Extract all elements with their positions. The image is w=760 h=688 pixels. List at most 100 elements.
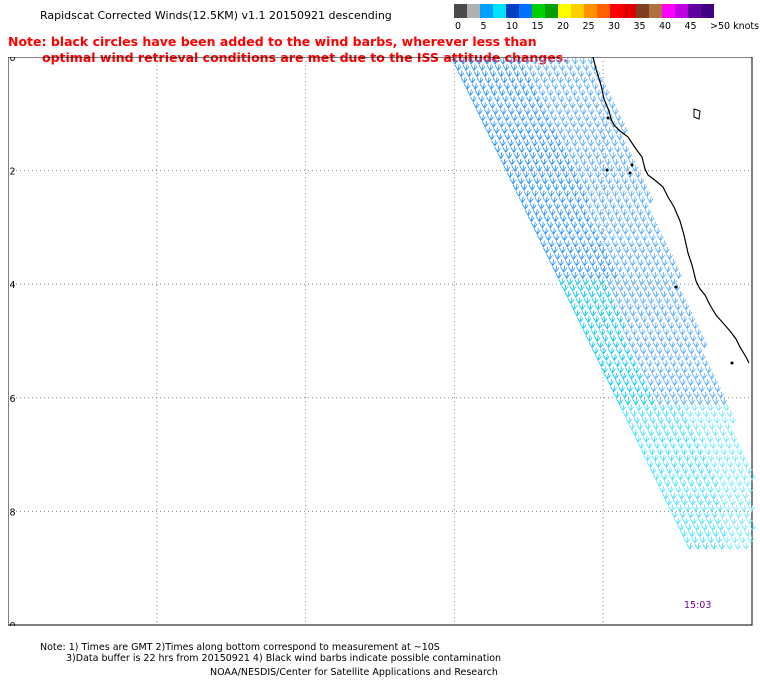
wind-barb: [483, 57, 491, 66]
wind-barb: [729, 498, 736, 507]
wind-barb: [591, 215, 599, 223]
wind-barb: [697, 335, 705, 343]
wind-barb: [641, 366, 648, 374]
wind-barb: [686, 492, 693, 500]
wind-barb: [558, 278, 566, 286]
wind-barb: [650, 221, 658, 229]
wind-barb: [636, 372, 643, 381]
wind-barb: [611, 139, 618, 148]
wind-barb: [725, 524, 733, 532]
wind-barb: [697, 366, 704, 374]
wind-barb: [553, 102, 560, 110]
wind-barb: [555, 272, 563, 280]
wind-barb: [721, 498, 728, 507]
wind-barb: [635, 354, 642, 362]
wind-barb: [604, 240, 611, 248]
wind-barb: [625, 202, 633, 211]
wind-barb: [576, 316, 584, 324]
wind-barb: [625, 234, 632, 242]
wind-barb: [694, 328, 702, 337]
wind-barb: [567, 165, 575, 173]
wind-barb: [621, 309, 629, 318]
wind-barb: [601, 366, 608, 374]
wind-barb: [633, 202, 641, 211]
wind-barb: [615, 246, 622, 255]
wind-speed-color-scale: [454, 4, 714, 18]
wind-barb: [599, 297, 607, 305]
wind-barb: [706, 435, 714, 444]
wind-barb: [479, 83, 487, 91]
wind-barb: [667, 272, 675, 280]
wind-barb: [651, 354, 658, 362]
wind-barb: [596, 209, 604, 217]
wind-barb: [730, 435, 738, 444]
wind-barb: [698, 517, 705, 526]
wind-barb: [667, 486, 674, 494]
wind-barb: [520, 183, 528, 192]
wind-barb: [644, 341, 652, 349]
wind-barb: [613, 177, 621, 185]
wind-barb: [596, 158, 604, 166]
wind-barb: [648, 316, 656, 324]
wind-barb: [540, 108, 547, 116]
wind-barb: [538, 89, 546, 97]
wind-barb: [580, 158, 588, 166]
wind-barb: [697, 467, 705, 475]
wind-barb: [550, 146, 558, 154]
wind-barb: [533, 95, 541, 103]
wind-barb: [557, 127, 564, 135]
wind-barb: [645, 442, 653, 450]
wind-barb: [700, 505, 707, 513]
wind-barb: [622, 196, 630, 204]
wind-barb: [567, 297, 575, 305]
wind-barb: [656, 265, 663, 274]
wind-barb: [600, 265, 607, 274]
wind-barb: [560, 183, 568, 192]
wind-barb: [601, 152, 609, 160]
wind-barb: [569, 152, 577, 160]
wind-barb: [561, 152, 569, 160]
wind-barb: [650, 385, 657, 393]
wind-barb: [671, 511, 678, 519]
wind-barb: [669, 259, 676, 267]
wind-barb: [631, 165, 639, 173]
wind-barb: [705, 366, 712, 374]
wind-barb: [629, 259, 636, 267]
wind-barb: [570, 120, 577, 129]
wind-barb: [522, 171, 530, 179]
wind-barb: [630, 410, 638, 418]
wind-barb: [515, 57, 523, 66]
wind-barb: [617, 152, 625, 160]
wind-barb: [684, 473, 692, 481]
wind-barb: [630, 278, 638, 286]
wind-barb: [585, 284, 593, 292]
wind-barb: [609, 102, 616, 110]
wind-barb: [543, 215, 551, 223]
wind-barb: [586, 171, 594, 179]
wind-barb: [486, 64, 494, 72]
wind-barb: [604, 372, 611, 381]
wind-barb: [693, 391, 700, 400]
wind-barb: [555, 139, 562, 148]
wind-barb: [735, 511, 742, 519]
wind-barb: [553, 234, 560, 242]
wind-barb: [510, 146, 518, 154]
wind-barb: [601, 234, 608, 242]
wind-barb: [553, 70, 561, 78]
wind-barb: [718, 410, 726, 418]
wind-barb: [651, 454, 659, 463]
wind-barb: [481, 70, 489, 78]
wind-barb: [649, 234, 656, 242]
wind-barb: [657, 467, 665, 475]
wind-barb: [655, 297, 663, 305]
wind-barb: [566, 278, 574, 286]
wind-barb: [647, 347, 655, 355]
wind-barb: [574, 64, 582, 72]
scale-swatch: [688, 4, 701, 18]
wind-barb: [531, 139, 538, 148]
scale-swatch: [675, 4, 688, 18]
wind-barb: [662, 492, 669, 500]
wind-barb: [589, 95, 597, 103]
wind-barb: [576, 183, 584, 192]
wind-barb: [672, 448, 680, 456]
